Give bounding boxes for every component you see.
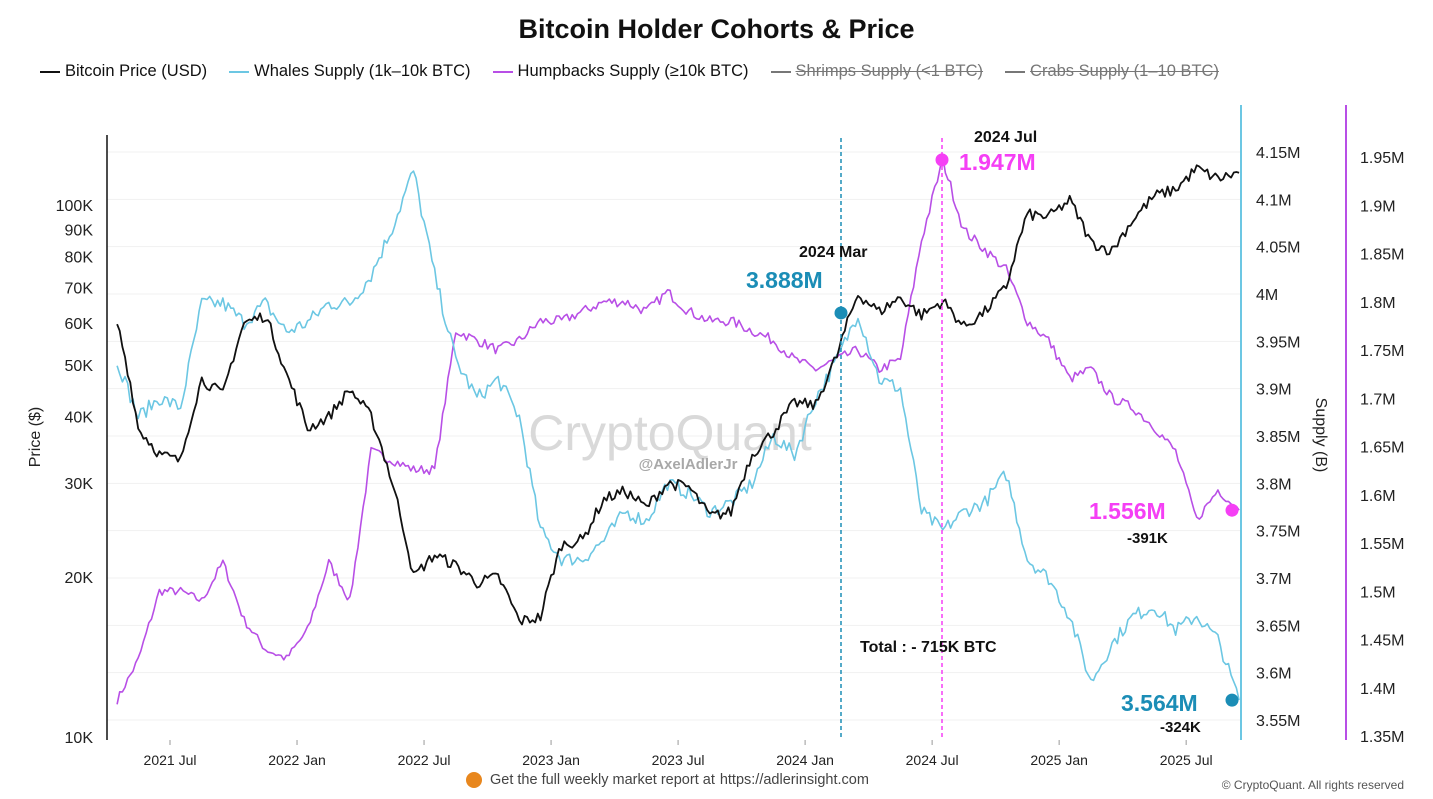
legend-swatch [40,70,60,73]
bitcoin-price-line [116,164,1240,626]
y-right2-tick-label: 1.7M [1360,391,1396,408]
x-tick-label: 2022 Jul [398,752,451,768]
y-right1-tick-label: 3.8M [1256,476,1292,493]
legend-item-shrimps[interactable]: Shrimps Supply (<1 BTC) [770,62,984,81]
y-left-tick-label: 40K [65,410,94,427]
annotation-humpback-change: -391K [1127,530,1168,547]
annotation-whale-end-value: 3.564M [1121,690,1198,716]
marker-dot-humpback-end [1225,503,1239,517]
y-left-tick-label: 80K [65,250,94,267]
watermark-handle: @AxelAdlerJr [639,456,738,473]
annotation-jul-date: 2024 Jul [974,129,1037,146]
x-tick-label: 2023 Jan [522,752,580,768]
annotation-total: Total : - 715K BTC [860,639,997,656]
y-right2-tick-label: 1.5M [1360,584,1396,601]
y-left-tick-label: 90K [65,222,94,239]
footer-text: Get the full weekly market report at [490,772,715,788]
y-right2-tick-label: 1.55M [1360,536,1404,553]
annotation-mar-value: 3.888M [746,267,823,293]
legend: Bitcoin Price (USD) Whales Supply (1k–10… [40,62,1241,81]
y-right2-tick-label: 1.4M [1360,681,1396,698]
watermark-brand: CryptoQuant [528,405,812,461]
y-right1-tick-label: 3.6M [1256,666,1292,683]
y-right1-tick-label: 3.95M [1256,334,1300,351]
y-right-axis-label: Supply (B) [1312,398,1329,473]
legend-swatch [492,70,513,73]
legend-swatch [1005,70,1026,73]
y-right2-tick-label: 1.45M [1360,633,1404,650]
x-tick-label: 2024 Jan [776,752,834,768]
y-right1-tick-label: 4.05M [1256,240,1300,257]
legend-item-whales[interactable]: Whales Supply (1k–10k BTC) [229,62,471,81]
y-left-tick-label: 60K [65,316,94,333]
y-right1-tick-label: 3.65M [1256,618,1300,635]
report-link[interactable]: https://adlerinsight.com [719,772,869,788]
y-right2-tick-label: 1.35M [1360,729,1404,746]
y-left-tick-label: 50K [65,358,94,375]
y-left-tick-label: 70K [65,280,94,297]
annotation-jul-value: 1.947M [959,149,1036,175]
y-left-tick-label: 10K [65,730,94,747]
y-right2-tick-label: 1.9M [1360,198,1396,215]
y-right1-tick-label: 3.55M [1256,713,1300,730]
humpbacks-supply-line [116,154,1240,705]
orange-circle-icon [466,772,482,788]
y-right1-tick-label: 4M [1256,287,1278,304]
legend-label: Crabs Supply (1–10 BTC) [1030,62,1219,80]
y-right1-tick-label: 3.75M [1256,524,1300,541]
y-right1-tick-label: 4.15M [1256,145,1300,162]
x-tick-label: 2023 Jul [652,752,705,768]
legend-label: Humpbacks Supply (≥10k BTC) [517,62,749,80]
legend-swatch [770,70,791,73]
legend-item-price[interactable]: Bitcoin Price (USD) [40,62,207,81]
legend-label: Bitcoin Price (USD) [65,62,208,80]
y-right2-tick-label: 1.75M [1360,343,1404,360]
y-right1-tick-label: 4.1M [1256,192,1292,209]
marker-dot-2024-jul [935,153,949,167]
marker-dot-2024-mar [834,306,848,320]
x-tick-label: 2021 Jul [144,752,197,768]
y-right1-tick-label: 3.9M [1256,382,1292,399]
y-left-tick-label: 100K [56,198,94,215]
chart-title: Bitcoin Holder Cohorts & Price [518,14,915,44]
y-left-tick-label: 30K [65,476,94,493]
y-right2-tick-label: 1.65M [1360,440,1404,457]
y-right2-tick-label: 1.8M [1360,295,1396,312]
x-tick-label: 2025 Jul [1160,752,1213,768]
x-tick-label: 2024 Jul [906,752,959,768]
y-right1-tick-label: 3.85M [1256,429,1300,446]
legend-swatch [229,70,250,73]
x-tick-label: 2022 Jan [268,752,326,768]
copyright: © CryptoQuant. All rights reserved [1221,778,1404,792]
footer-promo: Get the full weekly market report at htt… [466,772,869,788]
y-left-axis-label: Price ($) [27,407,44,467]
annotation-whale-change: -324K [1160,719,1201,736]
y-right1-tick-label: 3.7M [1256,571,1292,588]
y-left-tick-label: 20K [65,570,94,587]
y-right2-tick-label: 1.85M [1360,247,1404,264]
annotation-mar-date: 2024 Mar [799,244,868,261]
marker-dot-whale-end [1225,693,1239,707]
y-right2-tick-label: 1.95M [1360,150,1404,167]
legend-item-crabs[interactable]: Crabs Supply (1–10 BTC) [1005,62,1219,81]
annotation-humpback-end-value: 1.556M [1089,498,1166,524]
legend-item-humpbacks[interactable]: Humpbacks Supply (≥10k BTC) [492,62,749,81]
y-right2-tick-label: 1.6M [1360,488,1396,505]
legend-label: Shrimps Supply (<1 BTC) [795,62,984,80]
legend-label: Whales Supply (1k–10k BTC) [254,62,471,80]
x-tick-label: 2025 Jan [1030,752,1088,768]
